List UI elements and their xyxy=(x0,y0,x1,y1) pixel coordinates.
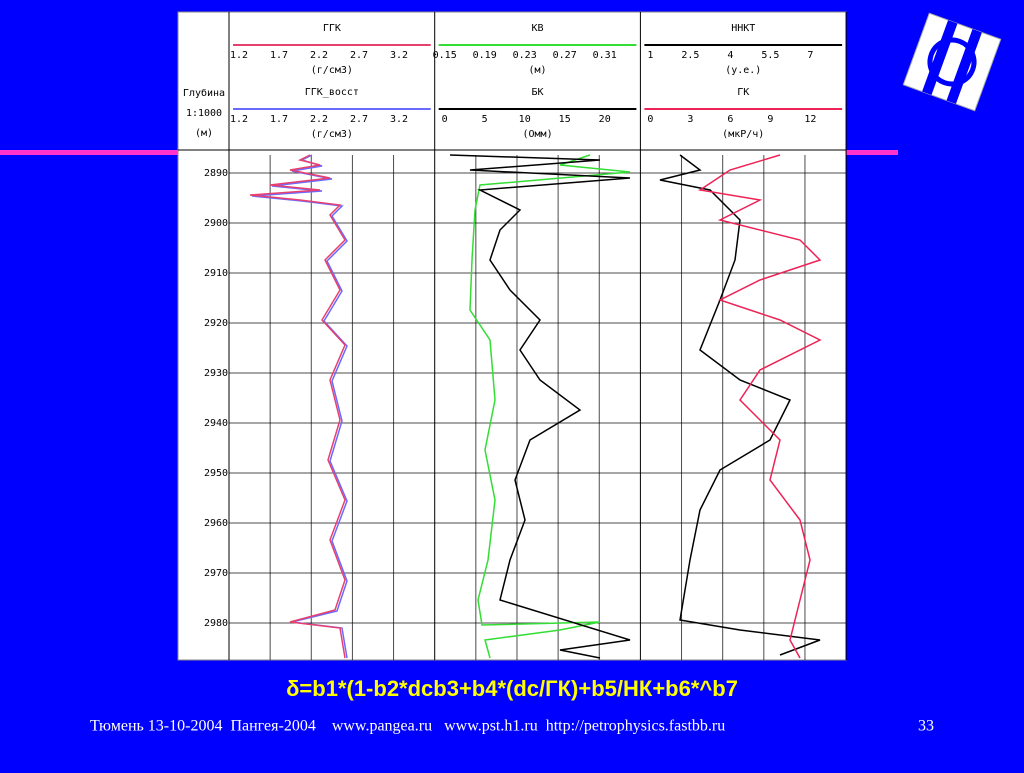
scale-label: 2.7 xyxy=(350,50,368,61)
scale-label: 10 xyxy=(519,114,531,125)
scale-label: 2.2 xyxy=(310,50,328,61)
curve-name: ННКТ xyxy=(731,23,755,34)
depth-label: 2900 xyxy=(204,218,228,229)
scale-label: 3.2 xyxy=(390,114,408,125)
curve-name: КВ xyxy=(532,23,544,34)
depth-label: 2980 xyxy=(204,618,228,629)
scale-label: 2.5 xyxy=(681,50,699,61)
scale-label: 1.7 xyxy=(270,50,288,61)
depth-label: 2950 xyxy=(204,468,228,479)
scale-label: 1 xyxy=(647,50,653,61)
curve-unit: (г/см3) xyxy=(311,129,353,140)
scale-label: 9 xyxy=(767,114,773,125)
curve-unit: (Омм) xyxy=(522,129,552,140)
curve xyxy=(449,154,631,659)
depth-label: 2890 xyxy=(204,168,228,179)
scale-label: 3 xyxy=(687,114,693,125)
scale-label: 6 xyxy=(727,114,733,125)
scale-label: 12 xyxy=(804,114,816,125)
page-number: 33 xyxy=(918,718,934,735)
depth-label: 2930 xyxy=(204,368,228,379)
curve-unit: (мкР/ч) xyxy=(722,129,764,140)
scale-label: 1.7 xyxy=(270,114,288,125)
logo xyxy=(902,12,1002,112)
curve xyxy=(249,154,346,659)
depth-title: 1:1000 xyxy=(186,108,222,119)
depth-title: (м) xyxy=(195,128,213,139)
scale-label: 5.5 xyxy=(761,50,779,61)
scale-label: 7 xyxy=(807,50,813,61)
curve-unit: (г/см3) xyxy=(311,65,353,76)
scale-label: 0 xyxy=(442,114,448,125)
log-curves xyxy=(249,154,822,659)
log-panel xyxy=(177,11,847,661)
depth-label: 2910 xyxy=(204,268,228,279)
scale-label: 3.2 xyxy=(390,50,408,61)
curve-name: ГГК_восст xyxy=(305,87,359,98)
scale-label: 2.2 xyxy=(310,114,328,125)
curve-unit: (у.е.) xyxy=(725,65,761,76)
scale-label: 2.7 xyxy=(350,114,368,125)
curve xyxy=(251,154,348,659)
curve xyxy=(469,154,631,659)
scale-label: 5 xyxy=(482,114,488,125)
scale-label: 0.19 xyxy=(473,50,497,61)
curve xyxy=(698,154,822,659)
scale-label: 1.2 xyxy=(230,50,248,61)
scale-label: 15 xyxy=(559,114,571,125)
depth-label: 2970 xyxy=(204,568,228,579)
scale-label: 0.31 xyxy=(593,50,617,61)
depth-label: 2940 xyxy=(204,418,228,429)
scale-label: 4 xyxy=(727,50,733,61)
curve-unit: (м) xyxy=(529,65,547,76)
footer: Тюмень 13-10-2004 Пангея-2004 www.pangea… xyxy=(90,718,725,735)
formula: δ=b1*(1-b2*dcb3+b4*(dc/ГК)+b5/НК+b6*^b7 xyxy=(286,676,738,701)
scale-label: 20 xyxy=(599,114,611,125)
scale-label: 1.2 xyxy=(230,114,248,125)
curve-name: ГГК xyxy=(323,23,341,34)
scale-label: 0 xyxy=(647,114,653,125)
curve-name: БК xyxy=(532,87,544,98)
depth-title: Глубина xyxy=(183,87,225,99)
depth-label: 2960 xyxy=(204,518,228,529)
curve-name: ГК xyxy=(737,87,749,98)
scale-label: 0.23 xyxy=(513,50,537,61)
scale-label: 0.27 xyxy=(553,50,577,61)
depth-label: 2920 xyxy=(204,318,228,329)
scale-label: 0.15 xyxy=(433,50,457,61)
